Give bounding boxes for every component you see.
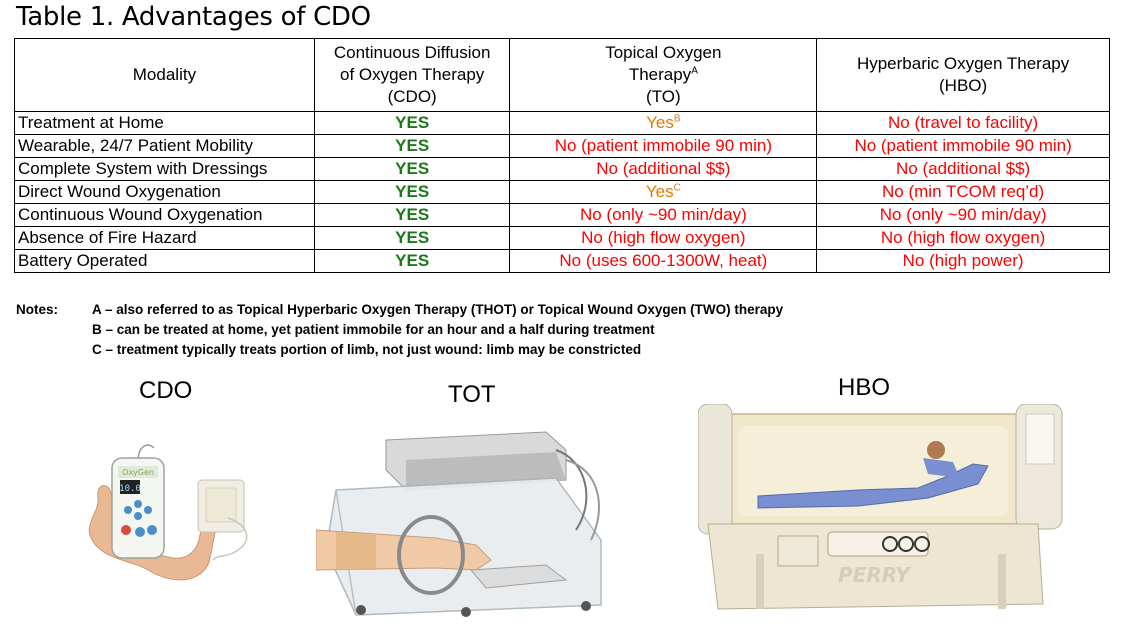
row-label: Wearable, 24/7 Patient Mobility	[14, 134, 315, 158]
cdo-cell: YES	[313, 249, 511, 273]
cdo-device-image: OxyGen 10.0	[88, 444, 248, 581]
cdo-cell: YES	[313, 203, 511, 227]
row-label: Battery Operated	[14, 249, 315, 273]
caption-tot: TOT	[448, 381, 496, 408]
table-row: Wearable, 24/7 Patient Mobility YES No (…	[14, 134, 1110, 158]
hbo-cell: No (only ~90 min/day)	[816, 203, 1110, 227]
table-row: Continuous Wound Oxygenation YES No (onl…	[14, 203, 1110, 227]
hbo-cell: No (additional $$)	[816, 157, 1110, 181]
cdo-cell: YES	[313, 226, 511, 250]
notes-block: Notes: A – also referred to as Topical Hy…	[16, 300, 783, 360]
table-row: Battery Operated YES No (uses 600-1300W,…	[14, 249, 1110, 273]
table-row: Treatment at Home YES YesB No (travel to…	[14, 111, 1110, 135]
hbo-cell: No (patient immobile 90 min)	[816, 134, 1110, 158]
row-label: Absence of Fire Hazard	[14, 226, 315, 250]
device-display-text: 10.0	[119, 484, 141, 494]
hbo-cell: No (min TCOM req’d)	[816, 180, 1110, 204]
caption-cdo: CDO	[139, 377, 193, 404]
caption-hbo: HBO	[838, 374, 891, 401]
page-title: Table 1. Advantages of CDO	[16, 2, 371, 32]
row-label: Direct Wound Oxygenation	[14, 180, 315, 204]
header-modality: Modality	[14, 38, 315, 112]
header-cdo: Continuous Diffusion of Oxygen Therapy (…	[313, 38, 511, 112]
cdo-cell: YES	[313, 180, 511, 204]
comparison-table: Modality Continuous Diffusion of Oxygen …	[14, 38, 1110, 273]
header-to: Topical Oxygen TherapyA (TO)	[509, 38, 818, 112]
to-cell: No (uses 600-1300W, heat)	[509, 249, 818, 273]
cdo-cell: YES	[313, 157, 511, 181]
note-a: A – also referred to as Topical Hyperbar…	[92, 302, 784, 317]
tot-device-image	[316, 420, 616, 620]
header-hbo: Hyperbaric Oxygen Therapy (HBO)	[816, 38, 1110, 112]
table-header: Modality Continuous Diffusion of Oxygen …	[14, 38, 1110, 112]
to-cell: No (high flow oxygen)	[509, 226, 818, 250]
table-row: Absence of Fire Hazard YES No (high flow…	[14, 226, 1110, 250]
hbo-brand-text: PERRY	[838, 563, 912, 587]
cdo-cell: YES	[313, 134, 511, 158]
note-c: C – treatment typically treats portion o…	[92, 342, 642, 357]
cdo-cell: YES	[313, 111, 511, 135]
to-cell: YesC	[509, 180, 818, 204]
to-cell: No (patient immobile 90 min)	[509, 134, 818, 158]
device-brand-text: OxyGen	[122, 468, 154, 477]
row-label: Continuous Wound Oxygenation	[14, 203, 315, 227]
note-b: B – can be treated at home, yet patient …	[92, 322, 655, 337]
row-label: Treatment at Home	[14, 111, 315, 135]
hbo-cell: No (travel to facility)	[816, 111, 1110, 135]
hbo-chamber-image: PERRY	[698, 404, 1066, 619]
table-row: Complete System with Dressings YES No (a…	[14, 157, 1110, 181]
to-cell: No (only ~90 min/day)	[509, 203, 818, 227]
table-row: Direct Wound Oxygenation YES YesC No (mi…	[14, 180, 1110, 204]
hbo-cell: No (high power)	[816, 249, 1110, 273]
hbo-cell: No (high flow oxygen)	[816, 226, 1110, 250]
notes-label: Notes:	[16, 302, 59, 317]
to-cell: YesB	[509, 111, 818, 135]
row-label: Complete System with Dressings	[14, 157, 315, 181]
to-cell: No (additional $$)	[509, 157, 818, 181]
